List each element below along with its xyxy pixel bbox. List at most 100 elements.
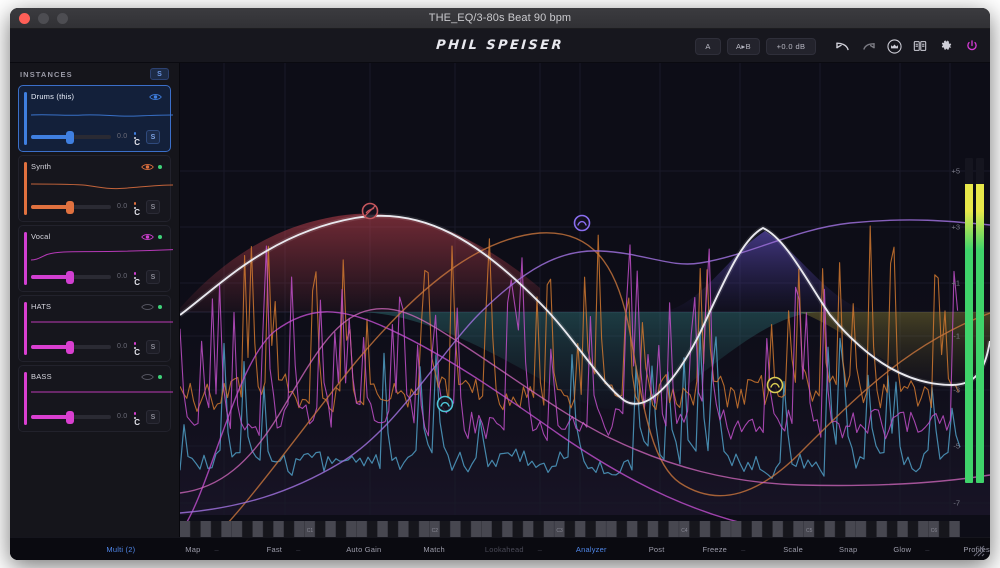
footer-item-glow[interactable]: Glow bbox=[893, 544, 912, 554]
piano-keyboard-strip[interactable]: C1 C2 C3 C4 C5 C6 bbox=[180, 521, 960, 537]
instance-card-actions bbox=[149, 93, 162, 101]
instance-channel-letter[interactable]: C bbox=[134, 278, 140, 287]
instances-sidebar: INSTANCES S Drums (this) 0.0 S C Synth 0.0 S C V… bbox=[10, 63, 180, 537]
instance-menu-dots-icon[interactable] bbox=[133, 200, 136, 209]
footer-item-fast[interactable]: Fast bbox=[266, 544, 283, 554]
footer-item-lookahead[interactable]: Lookahead bbox=[484, 544, 524, 554]
instance-solo-button[interactable]: S bbox=[146, 410, 160, 424]
db-label: -7 bbox=[953, 498, 960, 508]
eye-icon[interactable] bbox=[141, 163, 154, 171]
instance-extra-controls: S bbox=[133, 270, 163, 284]
instance-mix-slider[interactable] bbox=[31, 410, 111, 424]
footer-item-map[interactable]: Map bbox=[185, 544, 201, 554]
eq-analyzer[interactable]: +5 +3 +1 -1 -3 -5 -7 C1 C2 C3 C4 C5 C6 bbox=[180, 63, 990, 537]
slider-knob[interactable] bbox=[66, 131, 75, 144]
instance-mix-slider[interactable] bbox=[31, 130, 111, 144]
band-bell-yellow[interactable] bbox=[766, 376, 784, 394]
power-icon[interactable] bbox=[962, 36, 982, 56]
eye-icon[interactable] bbox=[149, 93, 162, 101]
preset-a-button[interactable]: A bbox=[695, 37, 722, 55]
copy-a-to-b-button[interactable]: A▸B bbox=[727, 37, 760, 55]
plugin-footer: Multi (2) Map – Fast – Auto Gain Match Lookahea… bbox=[10, 537, 990, 560]
slider-knob[interactable] bbox=[66, 271, 75, 284]
redo-icon[interactable] bbox=[858, 36, 878, 56]
instance-mix-slider[interactable] bbox=[31, 200, 111, 214]
instances-solo-badge[interactable]: S bbox=[150, 68, 169, 80]
output-meters bbox=[965, 158, 987, 483]
instance-channel-letter[interactable]: C bbox=[134, 208, 140, 217]
instance-card[interactable]: Vocal 0.0 S C bbox=[18, 225, 174, 292]
footer-item-scale[interactable]: Scale bbox=[783, 544, 803, 554]
instance-mini-curve bbox=[30, 183, 174, 190]
eye-icon[interactable] bbox=[141, 303, 154, 311]
meter-level-fill bbox=[965, 184, 973, 483]
instance-card[interactable]: Drums (this) 0.0 S C bbox=[18, 85, 174, 152]
manual-icon[interactable] bbox=[910, 36, 930, 56]
instance-channel-letter[interactable]: C bbox=[134, 418, 140, 427]
meter-left bbox=[965, 158, 973, 483]
instance-solo-button[interactable]: S bbox=[146, 340, 160, 354]
instance-mix-slider[interactable] bbox=[31, 270, 111, 284]
gear-icon[interactable] bbox=[936, 36, 956, 56]
instance-value: 0.0 bbox=[117, 203, 128, 210]
window-titlebar[interactable]: THE_EQ/3-80s Beat 90 bpm bbox=[10, 8, 990, 29]
instance-active-dot bbox=[158, 164, 162, 169]
instance-channel-letter[interactable]: C bbox=[134, 138, 140, 147]
footer-item-match[interactable]: Match bbox=[423, 544, 445, 554]
instance-solo-button[interactable]: S bbox=[146, 200, 160, 214]
band-bell-cyan[interactable] bbox=[436, 395, 454, 413]
instance-menu-dots-icon[interactable] bbox=[133, 270, 136, 279]
footer-item-profiles[interactable]: Profiles bbox=[963, 544, 990, 554]
footer-item-analyzer[interactable]: Analyzer bbox=[575, 544, 607, 554]
slider-fill bbox=[31, 205, 69, 209]
analyzer-canvas[interactable] bbox=[180, 63, 990, 537]
undo-icon[interactable] bbox=[832, 36, 852, 56]
instance-mix-slider[interactable] bbox=[31, 340, 111, 354]
footer-item-freeze[interactable]: Freeze bbox=[702, 544, 728, 554]
instance-card[interactable]: Synth 0.0 S C bbox=[18, 155, 174, 222]
instance-card-actions bbox=[141, 233, 162, 241]
minimize-button-icon[interactable] bbox=[38, 12, 49, 24]
footer-item-auto-gain[interactable]: Auto Gain bbox=[346, 544, 382, 554]
meter-right bbox=[976, 158, 984, 483]
instance-color-bar bbox=[24, 92, 27, 145]
svg-text:C3: C3 bbox=[556, 528, 563, 534]
band-high-shelf-disabled[interactable] bbox=[361, 202, 379, 220]
db-label: -5 bbox=[953, 441, 960, 451]
slider-fill bbox=[31, 345, 69, 349]
footer-item-multi-2[interactable]: Multi (2) bbox=[106, 544, 136, 554]
instance-solo-button[interactable]: S bbox=[146, 130, 160, 144]
instance-name: Synth bbox=[31, 162, 52, 171]
close-button-icon[interactable] bbox=[19, 12, 30, 24]
slider-knob[interactable] bbox=[66, 201, 75, 214]
footer-dash: – bbox=[741, 544, 746, 554]
instance-mini-curve bbox=[31, 391, 173, 393]
plugin-header: PHIL SPEISER A A▸B +0.0 dB bbox=[10, 29, 990, 63]
instance-channel-letter[interactable]: C bbox=[134, 348, 140, 357]
instance-solo-button[interactable]: S bbox=[146, 270, 160, 284]
instance-menu-dots-icon[interactable] bbox=[133, 410, 136, 419]
footer-item-post[interactable]: Post bbox=[648, 544, 665, 554]
slider-knob[interactable] bbox=[66, 341, 75, 354]
instance-value: 0.0 bbox=[117, 273, 128, 280]
instance-card-actions bbox=[141, 303, 162, 311]
band-bell-purple[interactable] bbox=[573, 214, 591, 232]
footer-item-snap[interactable]: Snap bbox=[839, 544, 858, 554]
output-gain-field[interactable]: +0.0 dB bbox=[766, 37, 816, 55]
svg-text:C6: C6 bbox=[931, 528, 938, 534]
instance-card[interactable]: HATS 0.0 S C bbox=[18, 295, 173, 362]
instance-menu-dots-icon[interactable] bbox=[133, 130, 136, 139]
resize-grip-icon[interactable] bbox=[972, 544, 985, 557]
footer-options: Multi (2) Map – Fast – Auto Gain Match Lookahea… bbox=[96, 545, 990, 554]
instance-card[interactable]: BASS 0.0 S C bbox=[18, 365, 173, 432]
crown-icon[interactable] bbox=[884, 36, 904, 56]
application-window: THE_EQ/3-80s Beat 90 bpm PHIL SPEISER A … bbox=[10, 8, 990, 560]
eye-icon[interactable] bbox=[141, 233, 154, 241]
instances-title: INSTANCES bbox=[20, 69, 73, 79]
eye-icon[interactable] bbox=[141, 373, 154, 381]
instance-menu-dots-icon[interactable] bbox=[133, 340, 136, 349]
instance-active-dot bbox=[158, 374, 162, 379]
instance-mini-curve bbox=[31, 321, 173, 323]
maximize-button-icon[interactable] bbox=[57, 12, 68, 24]
slider-knob[interactable] bbox=[66, 411, 75, 424]
